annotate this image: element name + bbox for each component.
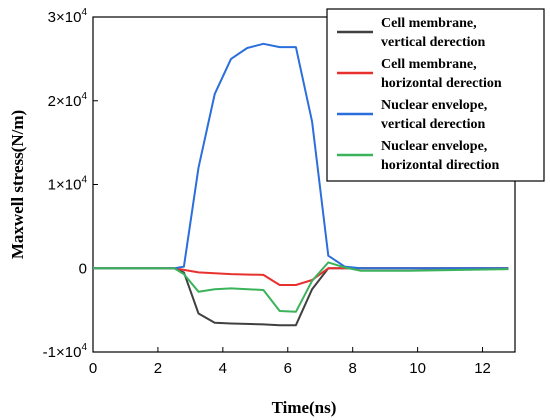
y-tick-label: 3×104 <box>48 7 88 26</box>
x-tick-label: 2 <box>154 360 162 377</box>
y-tick-label: -1×104 <box>43 342 88 361</box>
legend-label-1: vertical derection <box>381 35 486 50</box>
y-axis: 3×104 2×104 1×104 0 -1×104 <box>43 7 98 361</box>
legend-label-3: vertical derection <box>381 117 486 132</box>
series-line-3 <box>93 42 509 270</box>
legend-label-3: Nuclear envelope, <box>381 98 487 113</box>
x-tick-label: 8 <box>349 360 357 377</box>
y-tick-label: 2×104 <box>48 91 88 110</box>
x-tick-label: 12 <box>474 360 491 377</box>
legend-box <box>326 8 545 182</box>
legend-label-2: Cell membrane, <box>381 57 477 72</box>
x-tick-label: 0 <box>89 360 97 377</box>
y-tick-label: 1×104 <box>48 175 88 194</box>
legend-label-1: Cell membrane, <box>381 16 477 31</box>
series-lines <box>93 42 509 327</box>
series-line-4 <box>93 261 509 313</box>
y-axis-title: Maxwell stress(N/m) <box>8 110 27 259</box>
x-tick-label: 10 <box>409 360 426 377</box>
x-tick-label: 4 <box>219 360 227 377</box>
legend-label-4: Nuclear envelope, <box>381 139 487 154</box>
legend: Cell membrane, vertical derection Cell me… <box>326 8 545 182</box>
legend-label-2: horizontal derection <box>381 76 502 91</box>
x-tick-label: 6 <box>284 360 292 377</box>
y-tick-label: 0 <box>79 260 87 277</box>
series-line-1 <box>93 267 509 327</box>
x-axis-title: Time(ns) <box>272 398 337 417</box>
legend-label-4: horizontal direction <box>381 158 500 173</box>
x-axis: 0 2 4 6 8 10 12 <box>89 347 491 377</box>
